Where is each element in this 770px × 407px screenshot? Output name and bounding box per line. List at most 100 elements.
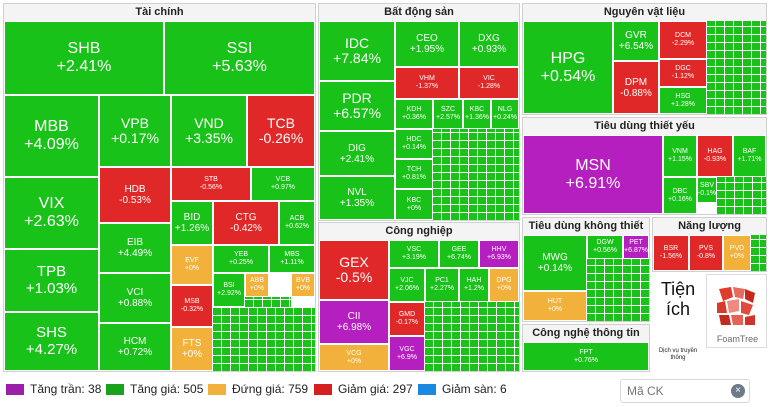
stock-tile[interactable]: TPB +1.03% xyxy=(4,249,99,312)
stock-tile[interactable]: HCM +0.72% xyxy=(99,323,171,371)
sector-title: Nguyên vật liệu xyxy=(523,4,766,21)
stock-tile[interactable]: FTS +0% xyxy=(171,327,213,371)
small-stocks-mosaic[interactable] xyxy=(213,307,315,371)
stock-tile[interactable]: SSI +5.63% xyxy=(164,21,315,95)
stock-tile[interactable]: PVS -0.8% xyxy=(689,235,723,271)
stock-tile[interactable]: KBC +1.36% xyxy=(463,99,491,129)
stock-tile[interactable]: VHM -1.37% xyxy=(395,67,459,99)
sector-real-estate: Bất động sản IDC +7.84% CEO +1.95% DXG +0.9… xyxy=(318,3,520,221)
stock-tile[interactable]: MBB +4.09% xyxy=(4,95,99,177)
legend-swatch-flat xyxy=(208,383,226,395)
small-stocks-mosaic[interactable] xyxy=(587,259,649,321)
stock-tile[interactable]: PET +6.87% xyxy=(623,235,649,259)
sector-services[interactable]: Dịch vụ truyền thông xyxy=(652,336,704,372)
small-stocks-mosaic[interactable] xyxy=(717,177,766,214)
stock-search-input[interactable] xyxy=(621,384,721,398)
small-stocks-mosaic[interactable] xyxy=(707,21,766,114)
stock-tile[interactable]: VCG +0% xyxy=(319,344,389,371)
stock-search-box[interactable]: × xyxy=(620,379,750,403)
stock-tile[interactable]: SZC +2.57% xyxy=(433,99,463,129)
stock-tile[interactable]: VIC -1.28% xyxy=(459,67,519,99)
stock-tile[interactable]: VNM +1.15% xyxy=(663,135,697,177)
stock-tile[interactable]: ABB +0% xyxy=(245,273,269,297)
sector-title: Công nghệ thông tin xyxy=(523,325,649,342)
stock-tile[interactable]: HDC +0.14% xyxy=(395,129,433,159)
stock-tile[interactable]: DIG +2.41% xyxy=(319,131,395,176)
stock-tile[interactable]: MBS +1.11% xyxy=(269,245,315,273)
stock-tile[interactable]: PVD +0% xyxy=(723,235,751,271)
stock-tile[interactable]: HAH +1.2% xyxy=(459,268,489,302)
stock-tile[interactable]: GEE +6.74% xyxy=(439,240,479,268)
stock-tile[interactable]: DCM -2.29% xyxy=(659,21,707,59)
stock-tile[interactable]: BSI +2.92% xyxy=(213,273,245,307)
stock-tile[interactable]: GMD -0.17% xyxy=(389,302,425,336)
stock-tile[interactable]: YEB +0.25% xyxy=(213,245,269,273)
stock-tile[interactable]: PDR +6.57% xyxy=(319,81,395,131)
stock-tile[interactable]: VND +3.35% xyxy=(171,95,247,167)
stock-tile[interactable]: BSR -1.56% xyxy=(653,235,689,271)
stock-tile[interactable]: SHS +4.27% xyxy=(4,312,99,371)
stock-tile[interactable]: IDC +7.84% xyxy=(319,21,395,81)
stock-tile[interactable]: STB -0.56% xyxy=(171,167,251,201)
sector-materials: Nguyên vật liệu HPG +0.54% GVR +6.54% DCM -… xyxy=(522,3,767,115)
stock-tile[interactable]: VIX +2.63% xyxy=(4,177,99,249)
legend-down[interactable]: Giảm giá: 297 xyxy=(314,382,413,396)
small-stocks-mosaic[interactable] xyxy=(425,302,519,371)
stock-tile[interactable]: ACB +0.62% xyxy=(279,201,315,245)
stock-tile[interactable]: DGC -1.12% xyxy=(659,59,707,87)
stock-tile[interactable]: VSC +3.19% xyxy=(389,240,439,268)
stock-tile[interactable]: VPB +0.17% xyxy=(99,95,171,167)
stock-tile[interactable]: KBC +0% xyxy=(395,189,433,220)
stock-tile[interactable]: VJC +2.06% xyxy=(389,268,425,302)
stock-tile[interactable]: EIB +4.49% xyxy=(99,223,171,273)
stock-tile[interactable]: SBV -0.1% xyxy=(697,177,717,203)
sector-title: Năng lượng xyxy=(653,218,766,235)
legend-label: Giảm giá: 297 xyxy=(338,382,413,396)
legend-floor[interactable]: Giảm sàn: 6 xyxy=(418,382,507,396)
stock-tile[interactable]: DXG +0.93% xyxy=(459,21,519,67)
stock-tile[interactable]: BAF +1.71% xyxy=(733,135,766,177)
stock-tile[interactable]: HDB -0.53% xyxy=(99,167,171,223)
stock-tile[interactable]: FPT +0.76% xyxy=(523,342,649,371)
stock-tile[interactable]: MSN +6.91% xyxy=(523,135,663,214)
legend-ceiling[interactable]: Tăng trần: 38 xyxy=(6,382,101,396)
stock-tile[interactable]: SHB +2.41% xyxy=(4,21,164,95)
stock-tile[interactable]: DPG +0% xyxy=(489,268,519,302)
small-stocks-mosaic[interactable] xyxy=(751,235,766,271)
stock-tile[interactable]: CEO +1.95% xyxy=(395,21,459,67)
stock-tile[interactable]: MSB -0.32% xyxy=(171,285,213,327)
stock-tile[interactable]: HUT +0% xyxy=(523,291,587,321)
stock-tile[interactable]: NVL +1.35% xyxy=(319,176,395,220)
stock-tile[interactable]: VCB +0.97% xyxy=(251,167,315,201)
stock-tile[interactable]: DBC +0.16% xyxy=(663,177,697,214)
close-circle-icon[interactable]: × xyxy=(731,384,745,398)
sector-title: Tài chính xyxy=(4,4,315,21)
stock-tile[interactable]: HHV +6.93% xyxy=(479,240,519,268)
legend-up[interactable]: Tăng giá: 505 xyxy=(106,382,203,396)
stock-tile[interactable]: GVR +6.54% xyxy=(613,21,659,61)
stock-tile[interactable]: CII +6.98% xyxy=(319,300,389,344)
stock-tile[interactable]: DPM -0.88% xyxy=(613,61,659,114)
small-stocks-mosaic[interactable] xyxy=(245,297,291,307)
stock-tile[interactable]: BVB +0% xyxy=(291,273,315,297)
stock-tile[interactable]: HAG -0.93% xyxy=(697,135,733,177)
stock-tile[interactable]: MWG +0.14% xyxy=(523,235,587,291)
stock-tile[interactable]: KDH +0.36% xyxy=(395,99,433,129)
stock-tile[interactable]: GEX -0.5% xyxy=(319,240,389,300)
stock-tile[interactable]: BID +1.26% xyxy=(171,201,213,245)
sector-utilities[interactable]: Tiện ích xyxy=(652,274,704,334)
stock-tile[interactable]: VGC +6.9% xyxy=(389,336,425,371)
stock-tile[interactable]: DGW +0.56% xyxy=(587,235,623,259)
stock-tile[interactable]: TCB -0.26% xyxy=(247,95,315,167)
legend-flat[interactable]: Đứng giá: 759 xyxy=(208,382,308,396)
stock-tile[interactable]: VCI +0.88% xyxy=(99,273,171,323)
legend-label: Tăng trần: 38 xyxy=(30,382,102,396)
stock-tile[interactable]: EVF +0% xyxy=(171,245,213,285)
stock-tile[interactable]: HSG +1.28% xyxy=(659,87,707,114)
stock-tile[interactable]: HPG +0.54% xyxy=(523,21,613,114)
stock-tile[interactable]: TCH +0.81% xyxy=(395,159,433,189)
stock-tile[interactable]: CTG -0.42% xyxy=(213,201,279,245)
stock-tile[interactable]: NLG +0.24% xyxy=(491,99,519,129)
small-stocks-mosaic[interactable] xyxy=(433,129,519,220)
stock-tile[interactable]: PC1 +2.27% xyxy=(425,268,459,302)
